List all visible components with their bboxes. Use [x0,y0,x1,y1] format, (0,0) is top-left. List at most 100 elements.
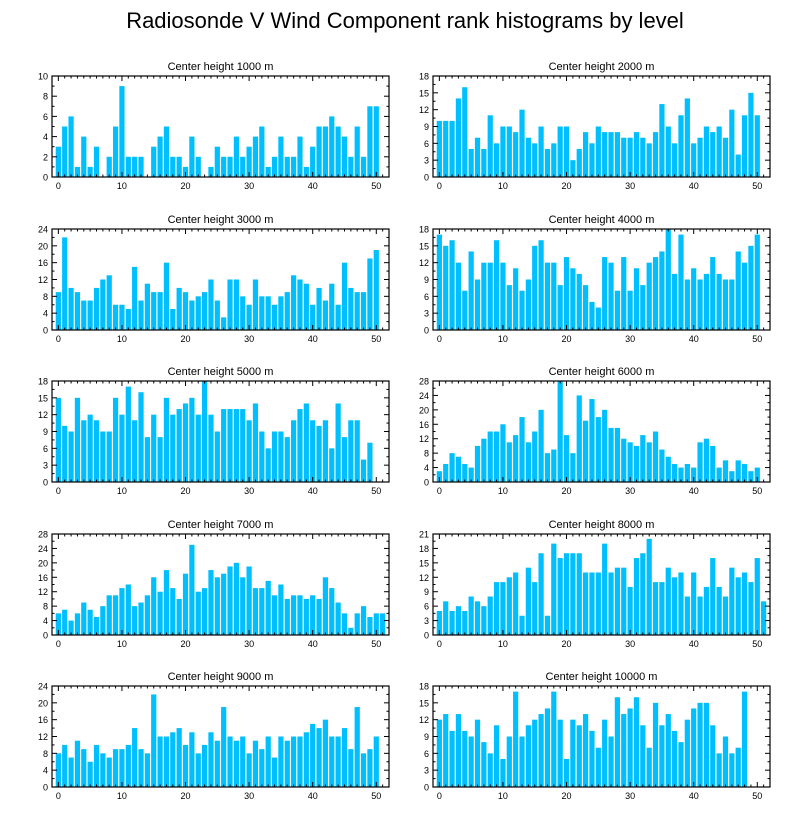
x-tick-label: 30 [625,181,635,191]
histogram-bar [570,553,576,635]
histogram-bar [621,257,627,330]
histogram-bar [729,567,735,635]
histogram-bar [652,257,659,330]
histogram-bar [125,156,131,177]
x-tick-label: 20 [562,181,572,191]
histogram-bar [748,92,754,177]
y-tick-label: 0 [424,631,429,641]
x-tick-label: 50 [371,791,381,801]
x-tick-label: 20 [562,334,572,344]
histogram-bar [93,146,100,177]
histogram-bar [195,591,201,635]
y-tick-label: 0 [424,173,429,183]
y-tick-label: 9 [424,587,429,597]
histogram-bar [163,126,170,177]
histogram-bar [62,237,68,330]
histogram-bar [532,245,538,330]
histogram-bar [291,156,297,177]
histogram-bar [367,749,373,787]
y-tick-label: 3 [43,461,48,471]
histogram-bar [672,463,678,482]
histogram-bar [493,725,500,787]
histogram-bar [633,132,640,177]
histogram-bar [291,736,297,787]
histogram-bar [240,577,246,635]
histogram-bar [259,126,265,177]
panel-title: Center height 3000 m [168,214,274,226]
panel-title: Center height 6000 m [549,366,655,378]
y-tick-label: 6 [424,749,429,759]
histogram-bar [532,582,538,635]
histogram-bar [691,143,697,177]
histogram-bar [221,707,227,787]
panel-title: Center height 1000 m [168,61,274,73]
histogram-bar [582,714,589,787]
histogram-bar [468,467,474,482]
histogram-bar [303,283,309,330]
histogram-bar [443,245,449,330]
y-tick-label: 16 [38,715,48,725]
histogram-bar [291,275,297,330]
histogram-bar [462,610,468,635]
histogram-bar [462,463,468,482]
x-tick-label: 0 [437,181,442,191]
histogram-bar [684,279,690,330]
histogram-bar [474,445,481,482]
histogram-bar [563,553,570,635]
histogram-bar [754,234,760,330]
histogram-bar [474,601,481,635]
histogram-bar [684,463,690,482]
histogram-bar [697,596,703,635]
histogram-bar [735,577,741,635]
histogram-bar [163,262,170,330]
histogram-bar [659,449,665,482]
histogram-bar [487,115,493,177]
histogram-bar [678,234,684,330]
histogram-bar [335,304,341,330]
histogram-bar [208,414,214,482]
histogram-bar [646,442,652,482]
histogram-bar [640,725,646,787]
histogram-bar [62,609,68,635]
histogram-bar [195,296,201,330]
y-tick-label: 12 [419,573,429,583]
y-tick-label: 20 [38,241,48,251]
histogram-bar [621,714,627,787]
histogram-bar [748,245,754,330]
histogram-bar [182,292,189,330]
histogram-panel: Center height 1000 m 0 10 20 30 40 50 0 2 4 6 8 10 [38,61,390,191]
histogram-bar [652,582,659,635]
histogram-bar [240,736,246,787]
histogram-bar [170,588,176,635]
histogram-bar [646,262,652,330]
histogram-bar [443,120,449,177]
histogram-bar [125,744,131,787]
histogram-bar [373,106,379,177]
histogram-bar [208,279,214,330]
x-tick-label: 20 [181,639,191,649]
histogram-bar [360,459,367,482]
x-tick-label: 10 [498,181,508,191]
histogram-bar [214,740,220,787]
histogram-bar [163,570,170,635]
histogram-bar [341,613,348,635]
y-tick-label: 12 [38,587,48,597]
histogram-bar [608,427,614,482]
histogram-bar [538,553,544,635]
histogram-bar [481,438,487,482]
histogram-bar [761,601,767,635]
histogram-bar [278,584,284,635]
histogram-bar [297,136,303,177]
histogram-bar [500,582,506,635]
histogram-bar [646,143,652,177]
histogram-bar [646,538,652,635]
y-tick-label: 15 [419,88,429,98]
x-tick-label: 40 [689,181,699,191]
histogram-bar [62,126,68,177]
x-tick-label: 0 [437,791,442,801]
y-tick-label: 20 [38,558,48,568]
histogram-bar [608,736,614,787]
histogram-bar [455,262,462,330]
histogram-bar [589,301,595,330]
histogram-bar [322,577,329,635]
